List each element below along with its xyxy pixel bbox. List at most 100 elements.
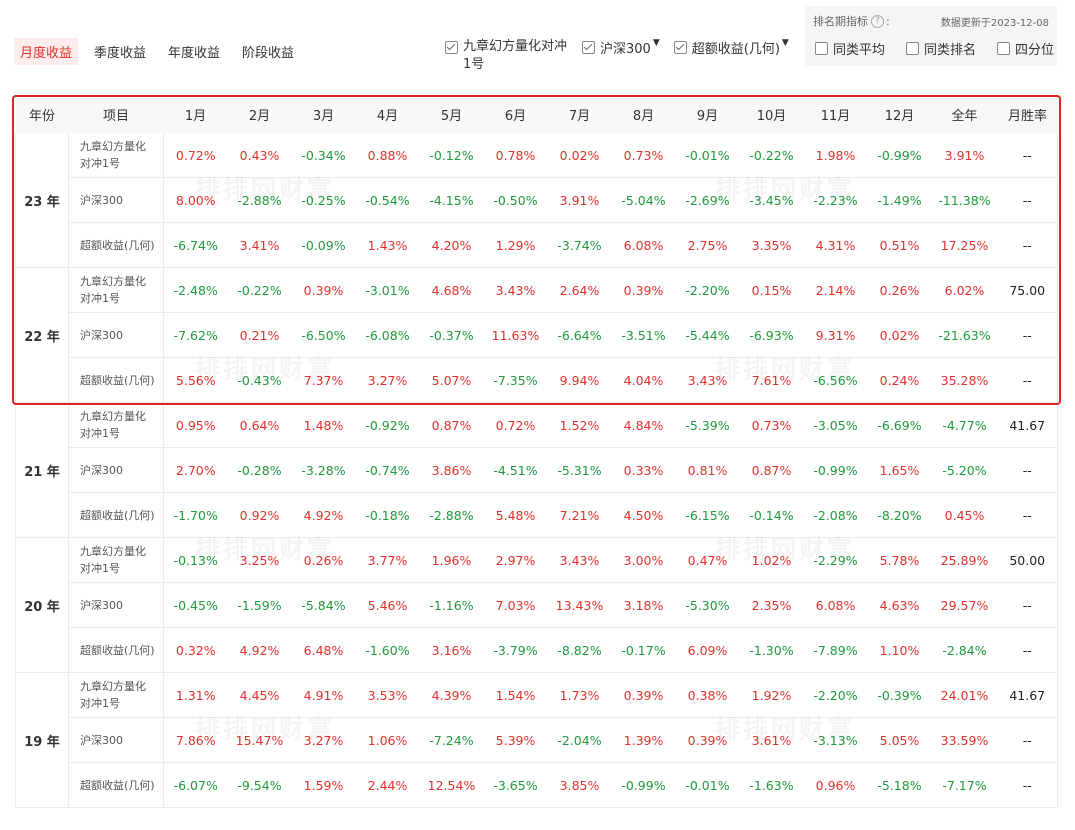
checkbox-icon[interactable] bbox=[906, 42, 920, 55]
column-header: 项目 bbox=[68, 96, 164, 133]
monthly-return-cell: 4.84% bbox=[611, 402, 676, 448]
table-row: 超额收益(几何) 0.32% 4.92% 6.48% -1.60% 3.16% -3.79%… bbox=[16, 627, 1058, 673]
option-quartile[interactable]: 四分位 bbox=[997, 39, 1054, 58]
win-rate-cell: 41.67 bbox=[997, 672, 1058, 718]
column-header: 8月 bbox=[611, 96, 676, 133]
monthly-return-cell: 7.37% bbox=[291, 357, 356, 403]
monthly-return-cell: -6.64% bbox=[547, 312, 612, 358]
monthly-return-cell: 0.95% bbox=[163, 402, 228, 448]
win-rate-cell: -- bbox=[997, 492, 1058, 538]
monthly-return-cell: 0.15% bbox=[739, 267, 804, 313]
monthly-return-cell: 0.38% bbox=[675, 672, 740, 718]
option-peer-rank[interactable]: 同类排名 bbox=[906, 39, 976, 58]
item-label: 沪深300 bbox=[68, 312, 164, 358]
caret-down-icon[interactable]: ▼ bbox=[652, 38, 660, 48]
period-tabs: 月度收益 季度收益 年度收益 阶段收益 bbox=[14, 38, 310, 65]
item-label: 九章幻方量化 对冲1号 bbox=[68, 402, 164, 448]
tab-stage[interactable]: 阶段收益 bbox=[242, 46, 295, 61]
monthly-return-cell: -0.39% bbox=[867, 672, 932, 718]
monthly-return-cell: 5.05% bbox=[867, 717, 932, 763]
ranking-options: 同类平均 同类排名 四分位 bbox=[815, 39, 1054, 58]
monthly-return-cell: 0.81% bbox=[675, 447, 740, 493]
annual-return-cell: 25.89% bbox=[931, 537, 998, 583]
monthly-return-cell: 1.31% bbox=[163, 672, 228, 718]
monthly-return-cell: -0.45% bbox=[163, 582, 228, 628]
monthly-return-cell: 3.35% bbox=[739, 222, 804, 268]
table-row: 沪深300 2.70% -0.28% -3.28% -0.74% 3.86% -4.51% -… bbox=[16, 447, 1058, 493]
column-header: 7月 bbox=[547, 96, 612, 133]
column-header: 月胜率 bbox=[997, 96, 1058, 133]
item-label: 九章幻方量化 对冲1号 bbox=[68, 267, 164, 313]
monthly-return-cell: 6.48% bbox=[291, 627, 356, 673]
win-rate-cell: -- bbox=[997, 447, 1058, 493]
monthly-return-cell: 1.98% bbox=[803, 133, 868, 178]
monthly-return-cell: 1.65% bbox=[867, 447, 932, 493]
monthly-return-cell: 5.78% bbox=[867, 537, 932, 583]
checkbox-icon[interactable] bbox=[673, 41, 687, 54]
monthly-return-cell: 5.46% bbox=[355, 582, 420, 628]
annual-return-cell: -4.77% bbox=[931, 402, 998, 448]
checkbox-icon[interactable] bbox=[997, 42, 1011, 55]
year-cell: 21 年 bbox=[15, 402, 69, 538]
checkbox-icon[interactable] bbox=[582, 41, 595, 54]
monthly-return-cell: -3.51% bbox=[611, 312, 676, 358]
checkbox-icon[interactable] bbox=[445, 41, 458, 54]
table-row: 22 年九章幻方量化 对冲1号 -2.48% -0.22% 0.39% -3.01% 4.… bbox=[15, 267, 1058, 403]
annual-return-cell: -5.20% bbox=[931, 447, 998, 493]
series-legend: 九章幻方量化对冲1号 沪深300 ▼ 超额收益(几何) ▼ bbox=[445, 38, 803, 74]
monthly-return-cell: -7.89% bbox=[803, 627, 868, 673]
checkbox-icon[interactable] bbox=[815, 42, 828, 55]
column-header: 11月 bbox=[803, 96, 868, 133]
monthly-return-cell: 4.45% bbox=[227, 672, 292, 718]
monthly-return-cell: 8.00% bbox=[163, 177, 228, 223]
option-peer-average[interactable]: 同类平均 bbox=[815, 39, 885, 58]
year-cell: 23 年 bbox=[15, 133, 69, 268]
monthly-return-cell: 1.43% bbox=[355, 222, 420, 268]
monthly-return-cell: 0.33% bbox=[611, 447, 676, 493]
monthly-return-cell: -5.31% bbox=[547, 447, 612, 493]
update-date: 数据更新于2023-12-08 bbox=[940, 18, 1049, 29]
item-label: 九章幻方量化 对冲1号 bbox=[68, 672, 164, 718]
win-rate-cell: -- bbox=[997, 222, 1058, 268]
monthly-return-cell: 0.32% bbox=[163, 627, 228, 673]
monthly-return-cell: 4.91% bbox=[291, 672, 356, 718]
table-row: 23 年九章幻方量化 对冲1号 0.72% 0.43% -0.34% 0.88% -0.1… bbox=[15, 133, 1058, 268]
win-rate-cell: -- bbox=[997, 582, 1058, 628]
monthly-return-cell: -3.79% bbox=[483, 627, 548, 673]
monthly-return-cell: 3.43% bbox=[483, 267, 548, 313]
tab-quarterly[interactable]: 季度收益 bbox=[94, 46, 147, 61]
monthly-return-cell: -0.99% bbox=[611, 762, 676, 808]
tab-monthly[interactable]: 月度收益 bbox=[14, 38, 79, 65]
tab-yearly[interactable]: 年度收益 bbox=[168, 46, 221, 61]
monthly-return-cell: 0.02% bbox=[867, 312, 932, 358]
help-icon[interactable]: ? bbox=[871, 14, 884, 28]
monthly-return-cell: 9.31% bbox=[803, 312, 868, 358]
monthly-return-cell: 3.25% bbox=[227, 537, 292, 583]
monthly-return-cell: 1.06% bbox=[355, 717, 420, 763]
legend-item-fund[interactable]: 九章幻方量化对冲1号 bbox=[445, 38, 568, 74]
item-label: 超额收益(几何) bbox=[68, 627, 164, 673]
caret-down-icon[interactable]: ▼ bbox=[781, 38, 789, 48]
annual-return-cell: 17.25% bbox=[931, 222, 998, 268]
win-rate-cell: -- bbox=[997, 627, 1058, 673]
monthly-return-cell: -6.15% bbox=[675, 492, 740, 538]
column-header: 3月 bbox=[291, 96, 356, 133]
ranking-panel: 排名期指标 ? : 数据更新于2023-12-08 同类平均 同类排名 四分位 bbox=[805, 6, 1057, 66]
monthly-return-cell: -6.07% bbox=[163, 762, 228, 808]
win-rate-cell: -- bbox=[997, 312, 1058, 358]
monthly-return-cell: 0.92% bbox=[227, 492, 292, 538]
ranking-title-text: 排名期指标 bbox=[813, 15, 868, 28]
monthly-return-cell: 4.39% bbox=[419, 672, 484, 718]
legend-item-csi300[interactable]: 沪深300 ▼ bbox=[582, 38, 660, 74]
monthly-return-cell: 5.39% bbox=[483, 717, 548, 763]
column-header: 1月 bbox=[163, 96, 228, 133]
monthly-return-cell: 5.07% bbox=[419, 357, 484, 403]
item-label: 九章幻方量化 对冲1号 bbox=[68, 537, 164, 583]
annual-return-cell: -2.84% bbox=[931, 627, 998, 673]
monthly-return-cell: 4.68% bbox=[419, 267, 484, 313]
monthly-return-cell: 3.41% bbox=[227, 222, 292, 268]
monthly-return-cell: 3.85% bbox=[547, 762, 612, 808]
monthly-return-cell: 3.16% bbox=[419, 627, 484, 673]
legend-item-excess[interactable]: 超额收益(几何) ▼ bbox=[673, 38, 789, 74]
monthly-return-cell: 15.47% bbox=[227, 717, 292, 763]
